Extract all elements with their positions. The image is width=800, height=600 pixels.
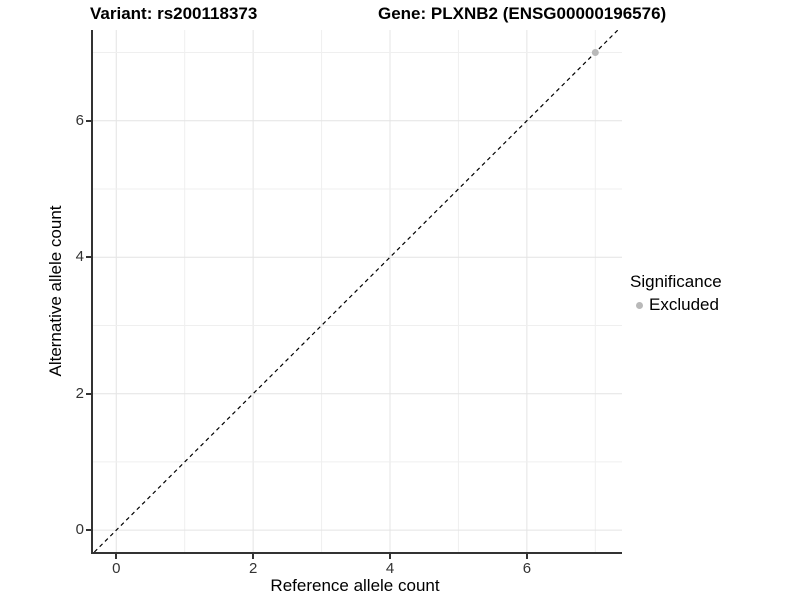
data-point [591,49,599,57]
y-tick-label: 4 [75,248,84,266]
y-tick-mark [86,256,91,259]
x-tick-mark [389,554,391,559]
y-tick-label: 0 [75,521,84,539]
y-tick-label: 6 [75,111,84,129]
variant-title: Variant: rs200118373 [90,4,258,23]
plot-area-svg [93,30,622,552]
x-tick-mark [115,554,118,559]
plot-panel [91,30,622,554]
x-axis-title: Reference allele count [270,576,440,595]
gene-title: Gene: PLXNB2 (ENSG00000196576) [378,4,667,23]
x-tick-mark [252,554,255,559]
gridlines [93,30,622,552]
legend-item-label: Excluded [649,295,719,314]
legend-title: Significance [630,272,722,291]
x-tick-label: 0 [112,560,121,577]
y-tick-mark [86,392,91,395]
identity-line-layer [93,30,619,552]
y-tick-label: 2 [75,384,84,402]
y-axis-title: Alternative allele count [46,205,65,377]
x-tick-label: 2 [248,560,258,577]
x-tick-label: 6 [522,560,532,577]
legend-item: Excluded [630,295,722,315]
data-points-layer [591,49,599,57]
x-tick-label: 4 [385,560,395,577]
legend-items: Excluded [630,295,722,315]
identity-line [93,30,619,552]
legend-marker-excluded-icon [636,301,643,309]
y-tick-mark [86,529,91,532]
x-tick-mark [525,554,528,559]
legend: Significance Excluded [630,272,722,315]
y-tick-mark [86,119,91,122]
